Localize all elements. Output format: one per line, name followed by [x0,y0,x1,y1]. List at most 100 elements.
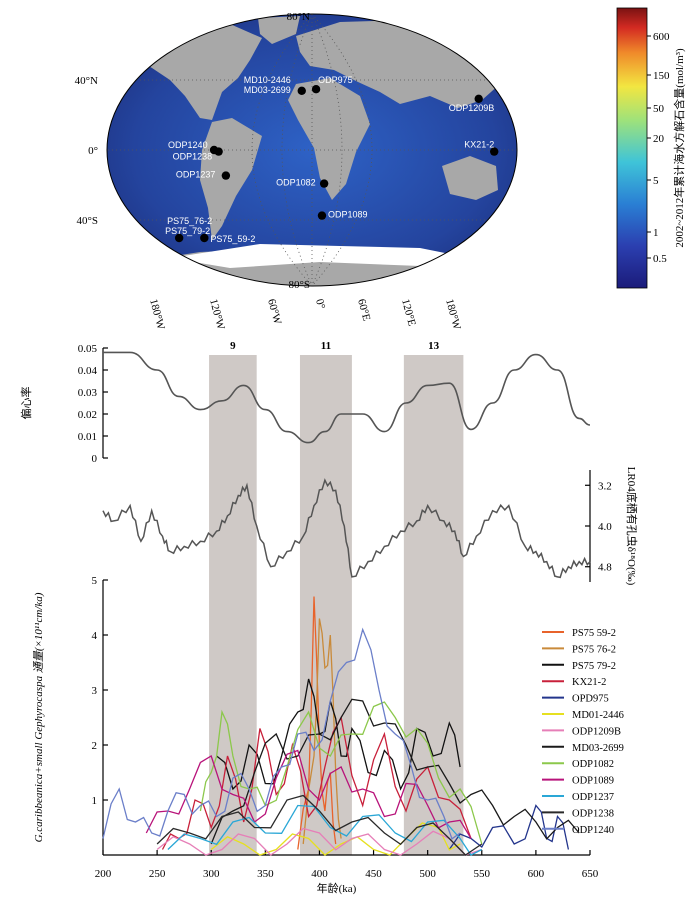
lr04-tick-label: 4.8 [598,562,612,574]
flux-y-label: G.caribbeanica+small Gephyrocaspa 通量(×10… [33,592,45,842]
legend-label: PS75 59-2 [572,628,616,639]
site-marker [311,85,321,94]
legend-label: ODP1209B [572,726,621,737]
flux-x-tick-label: 500 [419,868,436,880]
lat-label: 0° [88,145,98,157]
legend-label: MD03-2699 [572,743,624,754]
lr04-tick-label: 4.0 [598,521,612,533]
colorbar-tick-label: 1 [653,227,659,239]
site-label: PS75_76-2 [167,216,212,226]
shaded-interval [403,355,464,855]
lr04-tick-label: 3.2 [598,480,612,492]
colorbar-tick-label: 0.5 [653,253,667,265]
legend-label: ODP1240 [572,825,614,836]
lon-label: 120°W [207,298,227,332]
flux-y-tick-label: 3 [92,685,98,697]
lon-label: 120°E [399,298,418,328]
flux-series-line [156,827,483,856]
lon-label: 60°E [355,298,372,323]
flux-series-line [448,804,570,850]
eccentricity-tick-label: 0.04 [78,365,98,377]
colorbar-tick-label: 20 [653,133,665,145]
shaded-interval [299,355,352,855]
colorbar-tick-label: 600 [653,31,670,43]
interval-label: 13 [428,340,440,352]
site-label: KX21-2 [464,140,494,150]
site-marker [174,233,184,243]
flux-x-tick-label: 300 [203,868,220,880]
legend-label: OPD975 [572,694,609,705]
lat-label: 80°N [287,11,310,23]
sea-ice [170,244,470,268]
flux-x-tick-label: 400 [311,868,328,880]
flux-y-tick-label: 4 [92,630,98,642]
site-label: ODP975 [318,75,353,85]
flux-series-line [167,804,483,856]
site-marker [214,147,223,156]
flux-y-tick-label: 1 [92,795,98,807]
flux-series-line [156,794,483,856]
site-label: PS75_79-2 [165,226,210,236]
eccentricity-tick-label: 0.02 [78,409,97,421]
site-label: MD03-2699 [244,85,291,95]
site-marker [319,179,329,188]
site-label: ODP1240 [168,140,208,150]
land-greenland [258,16,300,44]
flux-series-line [210,698,580,845]
legend-label: ODP1238 [572,808,614,819]
lat-label: 80°S [288,279,310,291]
eccentricity-tick-label: 0.03 [78,387,98,399]
site-label: ODP1209B [449,103,495,113]
site-marker [200,233,209,243]
world-map: 80°N 40°N 0° 40°S 80°S 180°W 120°W 60°W 0° 60°E 1… [75,7,686,332]
flux-x-tick-label: 250 [149,868,166,880]
lat-label: 40°N [75,75,98,87]
flux-x-tick-label: 550 [474,868,491,880]
lon-label: 60°W [265,298,283,327]
legend-label: KX21-2 [572,677,606,688]
site-label: MD10-2446 [244,75,291,85]
legend-label: PS75 79-2 [572,661,616,672]
lr04-y-label: LR04底栖有孔虫δ¹⁸O(‰) [625,467,639,586]
eccentricity-y-label: 偏心率 [19,387,33,420]
lon-label: 180°W [443,298,463,332]
colorbar-tick-label: 50 [653,103,665,115]
site-marker [317,211,327,220]
interval-label: 9 [230,340,236,352]
flux-y-tick-label: 5 [92,575,98,587]
land-australia [442,156,498,200]
colorbar [616,7,648,289]
flux-x-tick-label: 650 [582,868,599,880]
flux-x-tick-label: 600 [528,868,545,880]
site-marker [474,94,483,104]
interval-label: 11 [321,340,331,352]
flux-x-tick-label: 450 [365,868,382,880]
eccentricity-tick-label: 0.05 [78,343,98,355]
site-marker [221,171,231,180]
legend-label: MD01-2446 [572,710,624,721]
lat-label: 40°S [76,215,98,227]
eccentricity-tick-label: 0 [92,453,98,465]
site-marker [490,147,499,156]
colorbar-label: 2002~2012年累计海水方解石含量(mol/m³) [672,48,686,248]
flux-series-line [216,678,461,791]
flux-x-label: 年龄(ka) [317,881,357,895]
flux-series-line [145,749,472,839]
site-label: ODP1237 [176,170,216,180]
legend-label: ODP1237 [572,792,614,803]
flux-series-line [102,627,461,840]
map-frame [106,13,518,287]
site-label: ODP1082 [276,178,316,188]
legend-label: ODP1082 [572,759,614,770]
lr04-line [102,478,591,579]
colorbar-tick-label: 150 [653,70,670,82]
site-label: ODP1238 [173,152,213,162]
flux-y-tick-label: 2 [92,740,98,752]
site-marker [297,86,306,96]
flux-series-line [199,701,483,845]
site-label: PS75_59-2 [210,234,255,244]
eccentricity-tick-label: 0.01 [78,431,97,443]
lon-label: 180°W [147,298,167,332]
land-africa [288,78,370,200]
